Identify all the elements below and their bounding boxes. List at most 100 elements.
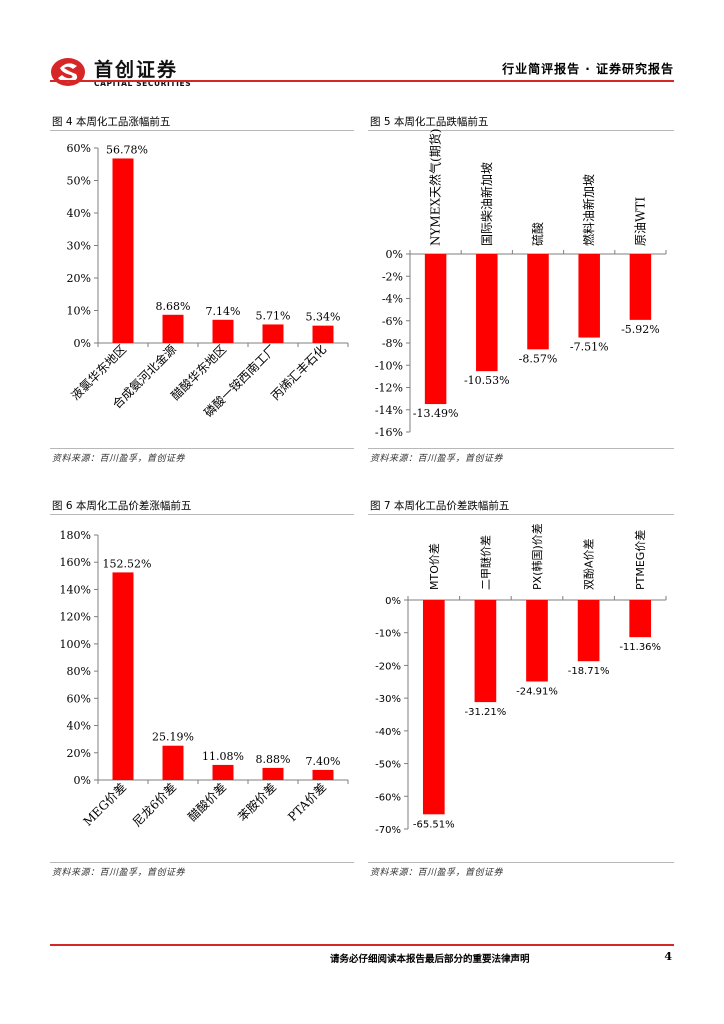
brand-logo-mark [51,58,85,86]
category-label: 硫酸 [530,222,545,246]
bar-data-label: 8.88% [256,753,291,766]
category-label: PTMEG价差 [633,530,647,590]
bar-data-label: -10.53% [464,374,510,387]
value-axis-tick-label: -16% [375,426,403,439]
value-axis-tick-label: 20% [67,747,91,760]
bar-data-label: -18.71% [568,666,610,677]
figure-7-bottom-rule [368,862,674,863]
value-axis-tick-label: -14% [375,404,403,417]
category-label: 国际柴油新加坡 [479,162,494,246]
bar [262,767,284,780]
figure-7-bar-chart: 0% -10% -20% -30% -40% -50% -60% -70% -65.51% MTO… [375,523,667,836]
category-label: NYMEX天然气(期货) [428,129,443,246]
category-label: PX(韩国)价差 [530,523,544,590]
figure-4-title: 图 4 本周化工品涨幅前五 [52,116,171,128]
figure-6-title: 图 6 本周化工品价差涨幅前五 [52,500,192,512]
bar-data-label: -24.91% [516,686,558,697]
figure-5-bottom-rule [368,448,674,449]
bar-data-label: 7.40% [306,755,341,768]
value-axis-tick-label: 160% [60,556,91,569]
figure-5-source: 资料来源：百川盈孚，首创证券 [370,454,504,464]
footer-rule [50,944,674,946]
bar [262,324,284,343]
bar-data-label: 5.71% [256,309,291,322]
category-label: 苯胺价差 [235,780,279,824]
figure-6-bottom-rule [50,862,354,863]
figure-4-bar-chart: 0%10%20%30%40%50%60% 56.78%液氯华东地区8.68%合成氨… [67,142,349,420]
bar-data-label: 56.78% [106,143,148,156]
figure-5-title: 图 5 本周化工品跌幅前五 [370,116,489,128]
bar [112,158,134,343]
value-axis-tick-label: -40% [375,727,401,738]
value-axis-tick-label: -70% [375,825,401,836]
value-axis-tick-label: -10% [375,629,401,640]
category-label: 双酚A价差 [582,538,596,590]
bar-data-label: 7.14% [206,305,241,318]
category-label: 二甲醚价差 [478,535,492,590]
bar [162,314,184,343]
bar [526,600,548,682]
figure-6-bar-chart: 0% 20% 40% 60% 80% 100% 120% 140% 160% 180% 152.52… [60,529,349,829]
value-axis-tick-label: -30% [375,694,401,705]
category-label: 燃料油新加坡 [581,174,596,246]
value-axis-tick-label: 60% [67,142,91,155]
bar [474,600,497,703]
page-number: 4 [664,950,672,963]
category-label: 原油WTI [633,197,647,246]
figure-5-bar-chart: 0% -2% -4% -6% -8% -10% -12% -14% -16% -13.49% NYM… [375,129,667,439]
bar [162,745,184,780]
value-axis-tick-label: -2% [382,270,403,283]
bar [629,600,652,638]
value-axis-tick-label: 140% [60,583,91,596]
category-label: 尼龙6价差 [130,780,179,829]
category-label: MTO价差 [427,543,441,590]
figure-4-top-rule [50,130,354,131]
category-label: MEG价差 [81,780,130,829]
value-axis-tick-label: 80% [67,665,91,678]
header-rule [50,80,674,82]
report-type: 行业简评报告 · 证券研究报告 [502,62,674,76]
bar [476,254,498,372]
figure-7-source: 资料来源：百川盈孚，首创证券 [370,868,504,878]
bar-data-label: 152.52% [103,557,152,570]
bar-data-label: -5.92% [621,323,660,336]
value-axis-tick-label: -12% [375,382,403,395]
figure-7-top-rule [368,514,674,515]
value-axis-tick-label: -4% [382,293,403,306]
value-axis-tick-label: 120% [60,611,91,624]
bar-data-label: -11.36% [619,642,661,653]
category-label: PTA价差 [285,780,329,824]
figure-7-title: 图 7 本周化工品价差跌幅前五 [370,500,510,512]
figure-6-top-rule [50,514,354,515]
value-axis-tick-label: 10% [67,305,91,318]
bar-data-label: -31.21% [465,707,507,718]
bar-data-label: 25.19% [152,731,194,744]
bar-data-label: -13.49% [413,407,459,420]
bar [424,254,447,405]
value-axis-tick-label: 30% [67,240,91,253]
bar [422,600,445,815]
category-label: 醋酸价差 [185,780,230,825]
value-axis-tick-label: -60% [375,792,401,803]
bar-data-label: 8.68% [156,300,191,313]
value-axis-tick-label: 0% [385,596,401,607]
bar [112,572,134,780]
bar-data-label: -8.57% [519,352,558,365]
value-axis-tick-label: 40% [67,207,91,220]
bar [212,764,234,780]
bar [577,600,600,662]
figure-4-source: 资料来源：百川盈孚，首创证券 [52,454,186,464]
bar [312,769,334,780]
value-axis-tick-label: 0% [74,774,91,787]
bar [312,325,334,343]
brand-name-cn: 首创证券 [94,59,179,81]
bar [212,319,234,343]
brand-name-en: CAPITAL SECURITIES [94,79,192,88]
value-axis-tick-label: 180% [60,529,91,542]
bar [527,254,549,350]
value-axis-tick-label: -8% [382,337,403,350]
value-axis-tick-label: 60% [67,692,91,705]
value-axis-tick-label: -50% [375,760,401,771]
value-axis-tick-label: 0% [74,337,91,350]
figure-6-source: 资料来源：百川盈孚，首创证券 [52,868,186,878]
